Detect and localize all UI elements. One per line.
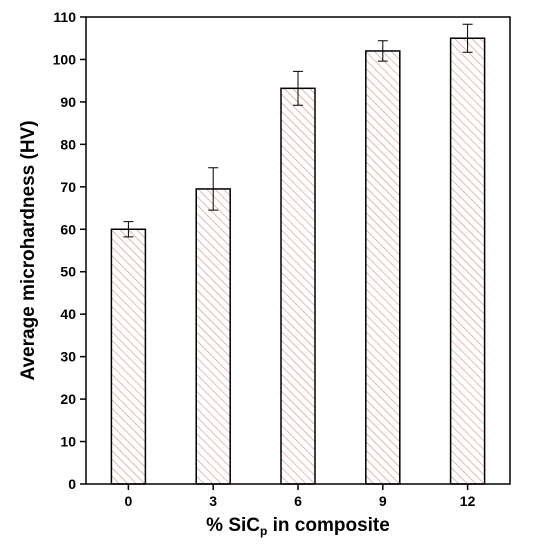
y-tick-label: 10 (60, 434, 76, 450)
x-axis-title: % SiCp in composite (206, 515, 390, 538)
y-tick-label: 100 (53, 51, 77, 67)
plot-frame (85, 16, 511, 485)
error-bars-group (123, 23, 473, 238)
x-axis-title-main: % SiC (206, 515, 260, 536)
bar-0 (110, 228, 147, 485)
x-tick-label: 6 (294, 493, 302, 509)
error-bar-12 (462, 23, 473, 53)
y-tick-label: 60 (60, 221, 76, 237)
y-tick-label: 40 (60, 306, 76, 322)
y-axis-ticks: 0 10 20 30 40 50 60 70 80 90 100 110 (53, 9, 86, 492)
y-tick-label: 70 (60, 179, 76, 195)
bar-6 (280, 87, 316, 485)
x-tick-label: 0 (125, 493, 133, 509)
y-tick-label: 110 (53, 9, 76, 25)
error-bar-0 (123, 221, 134, 238)
x-axis-ticks: 0 3 6 9 12 (125, 484, 476, 509)
error-bar-3 (208, 167, 219, 211)
error-bar-6 (293, 70, 303, 106)
y-tick-label: 80 (60, 136, 76, 152)
x-tick-label: 12 (460, 493, 476, 509)
x-axis-title-rest: in composite (267, 515, 389, 536)
y-tick-label: 90 (60, 94, 76, 110)
x-tick-label: 9 (379, 493, 387, 509)
y-tick-label: 0 (68, 476, 76, 492)
bar-12 (449, 37, 486, 485)
y-tick-label: 30 (60, 349, 76, 365)
x-axis-title-subscript: p (260, 524, 267, 538)
y-tick-label: 50 (60, 264, 76, 280)
y-tick-label: 20 (60, 391, 76, 407)
bar-9 (365, 50, 401, 485)
y-axis-title: Average microhardness (HV) (18, 120, 39, 380)
x-tick-label: 3 (209, 493, 217, 509)
error-bar-9 (377, 40, 388, 62)
bar-3 (195, 188, 231, 485)
